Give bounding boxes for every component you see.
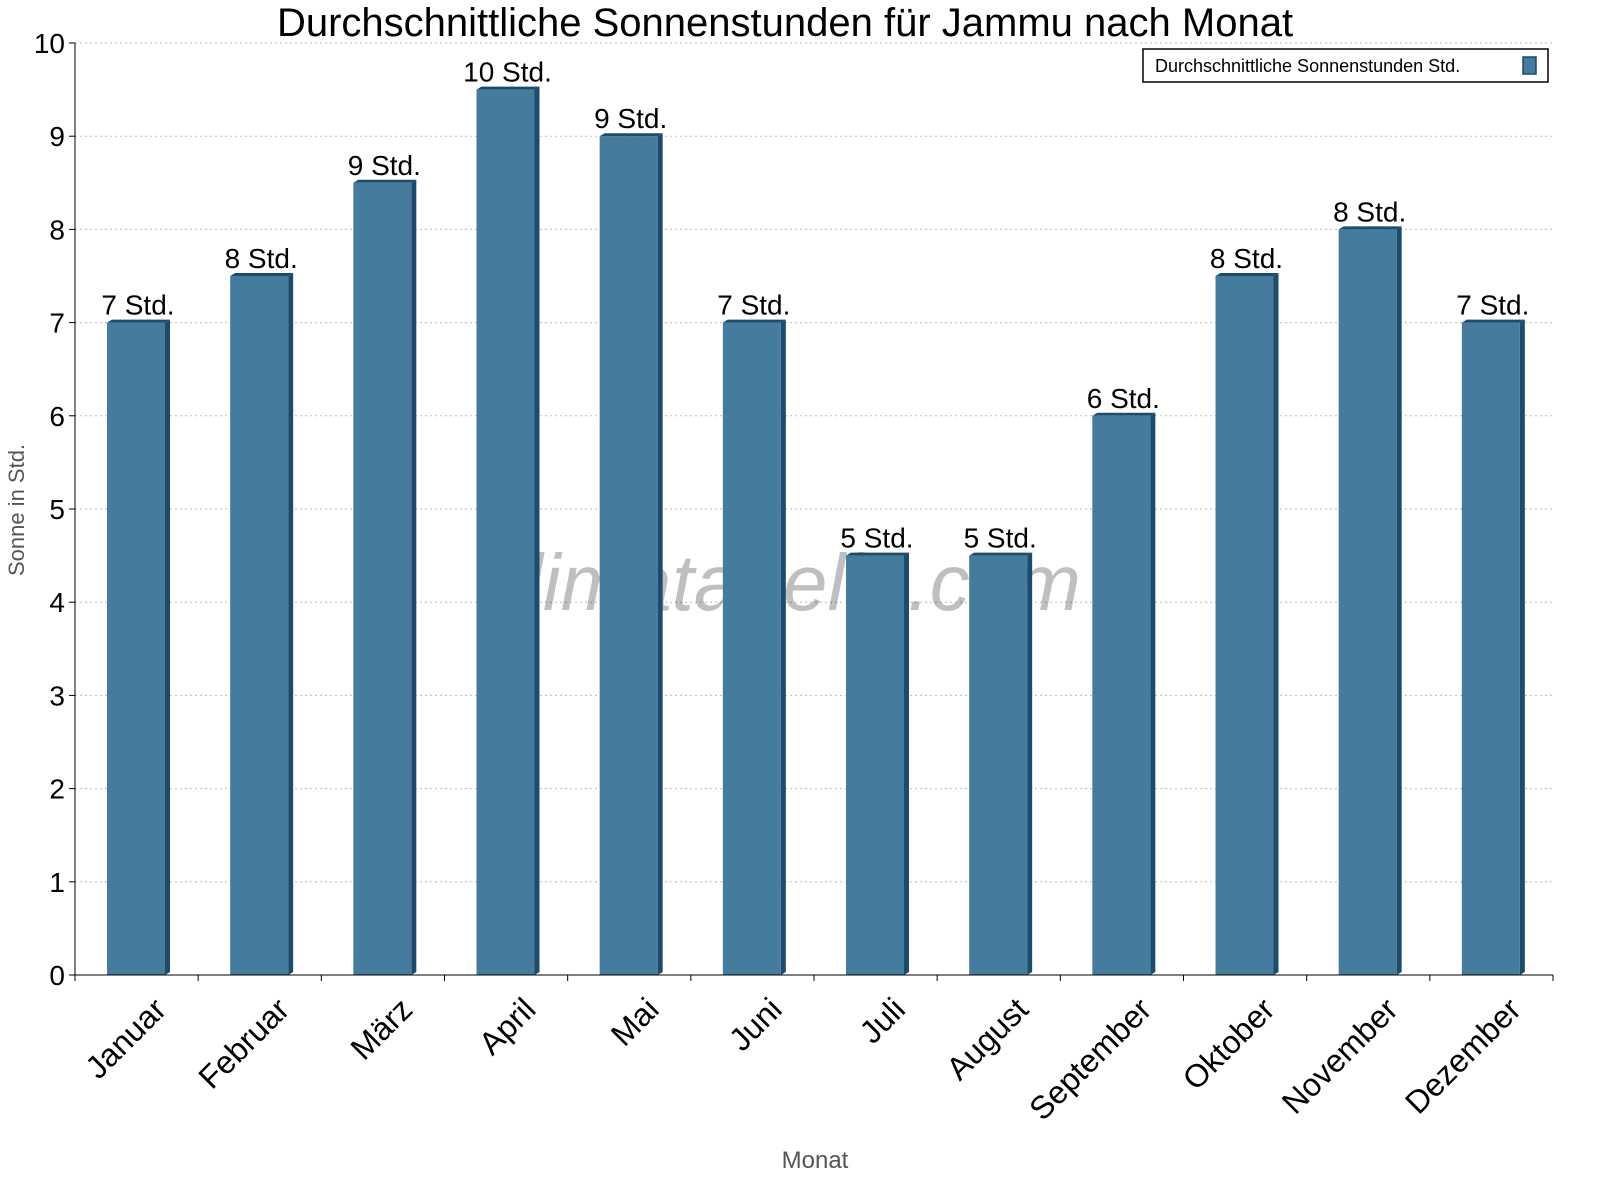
bar-side <box>534 86 540 976</box>
bar <box>1338 229 1397 975</box>
bar-top <box>107 319 170 323</box>
x-tick-label: Oktober <box>1175 991 1281 1097</box>
y-tick-label: 1 <box>49 867 65 898</box>
bar-top <box>1461 319 1525 323</box>
data-label: 7 Std. <box>717 290 790 321</box>
bar-top <box>1092 412 1156 416</box>
bar-top <box>1215 273 1279 276</box>
y-tick-label: 8 <box>49 214 65 245</box>
bar-side <box>1273 273 1279 975</box>
bar-side <box>1519 319 1525 976</box>
bar-top <box>230 273 294 276</box>
legend: Durchschnittliche Sonnenstunden Std. <box>1142 48 1549 83</box>
bar-side <box>780 319 786 976</box>
data-label: 5 Std. <box>964 523 1037 554</box>
bar-side <box>904 552 909 975</box>
x-tick-label: September <box>1022 991 1158 1127</box>
bar-side <box>1396 226 1402 975</box>
bar-top <box>722 319 786 323</box>
bar-top <box>846 552 909 556</box>
y-tick-label: 10 <box>34 28 65 59</box>
bar <box>1215 276 1274 975</box>
bar <box>846 555 904 975</box>
y-tick-label: 9 <box>49 121 65 152</box>
y-tick-label: 6 <box>49 401 65 432</box>
bar-side <box>411 179 417 976</box>
bar <box>230 276 289 975</box>
bar <box>107 322 165 976</box>
bar-side <box>165 319 170 976</box>
x-tick-label: Februar <box>191 991 296 1096</box>
y-tick-label: 5 <box>49 494 65 525</box>
x-tick-label: Juli <box>853 991 912 1050</box>
x-tick-label: April <box>472 991 543 1062</box>
bar <box>1092 415 1151 975</box>
bar-side <box>288 273 294 975</box>
bar-top <box>1338 226 1402 230</box>
data-label: 8 Std. <box>1210 243 1283 274</box>
x-tick-label: Dezember <box>1398 991 1528 1121</box>
bar-side <box>657 133 663 975</box>
legend-swatch <box>1522 56 1537 75</box>
y-tick-label: 2 <box>49 774 65 805</box>
chart-title: Durchschnittliche Sonnenstunden für Jamm… <box>277 1 1293 45</box>
data-label: 6 Std. <box>1087 383 1160 414</box>
y-tick-label: 4 <box>49 587 65 618</box>
legend-label: Durchschnittliche Sonnenstunden Std. <box>1155 56 1460 76</box>
bar-top <box>599 133 663 137</box>
bar <box>476 89 535 976</box>
bar <box>353 182 412 976</box>
data-label: 9 Std. <box>348 150 421 181</box>
data-label: 7 Std. <box>1456 290 1529 321</box>
bar-top <box>353 179 417 183</box>
x-tick-label: Mai <box>604 991 666 1053</box>
y-tick-label: 0 <box>49 960 65 991</box>
bar-top <box>969 552 1033 556</box>
bar-side <box>1027 552 1033 975</box>
x-tick-label: Juni <box>722 991 789 1058</box>
bar <box>722 322 781 976</box>
legend-box <box>1142 48 1549 83</box>
bar <box>969 555 1028 975</box>
bar-side <box>1150 412 1156 975</box>
x-tick-label: März <box>344 991 420 1067</box>
data-label: 9 Std. <box>594 103 667 134</box>
bar <box>1461 322 1520 976</box>
bar <box>599 136 658 975</box>
data-label: 8 Std. <box>225 243 298 274</box>
data-label: 8 Std. <box>1333 196 1406 227</box>
x-axis-label: Monat <box>782 1147 849 1174</box>
x-tick-label: Januar <box>78 991 173 1086</box>
y-axis-label: Sonne in Std. <box>4 444 29 576</box>
x-tick-label: November <box>1275 991 1405 1121</box>
data-label: 7 Std. <box>101 290 174 321</box>
bar-top <box>476 86 540 90</box>
y-tick-label: 7 <box>49 308 65 339</box>
data-label: 5 Std. <box>840 523 913 554</box>
x-tick-label: August <box>939 991 1035 1087</box>
y-tick-label: 3 <box>49 680 65 711</box>
data-label: 10 Std. <box>463 57 552 88</box>
